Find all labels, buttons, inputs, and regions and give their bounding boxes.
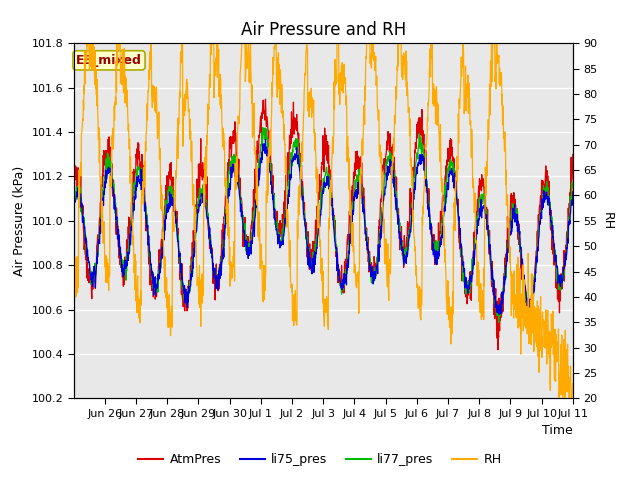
- Y-axis label: RH: RH: [601, 212, 614, 230]
- Y-axis label: Air Pressure (kPa): Air Pressure (kPa): [13, 166, 26, 276]
- Legend: AtmPres, li75_pres, li77_pres, RH: AtmPres, li75_pres, li77_pres, RH: [133, 448, 507, 471]
- Title: Air Pressure and RH: Air Pressure and RH: [241, 21, 406, 39]
- Text: EE_mixed: EE_mixed: [76, 54, 142, 67]
- X-axis label: Time: Time: [542, 424, 573, 437]
